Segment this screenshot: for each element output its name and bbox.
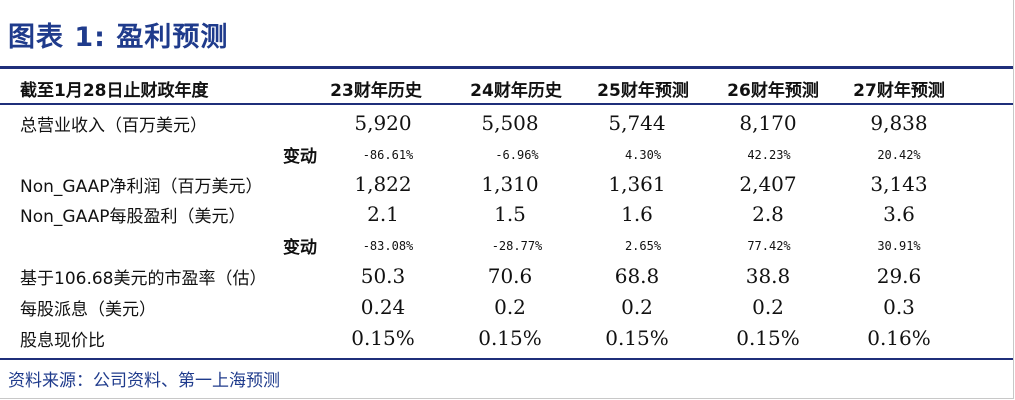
cell-fy23: 2.1 (367, 202, 399, 226)
table-top-rule (0, 66, 1013, 69)
cell-fy25: 2.65% (624, 239, 662, 253)
table-row-revenue: 总营业收入（百万美元） 5,920 5,508 5,744 8,170 9,83… (0, 111, 1013, 139)
cell-fy23: 5,920 (354, 111, 412, 135)
cell-fy25: 0.15% (605, 326, 669, 350)
cell-fy27: 30.91% (877, 239, 921, 253)
cell-fy23: -86.61% (362, 148, 414, 162)
table-row-dividend: 每股派息（美元） 0.24 0.2 0.2 0.2 0.3 (0, 295, 1013, 323)
table-row-revenue-change: 变动 -86.61% -6.96% 4.30% 42.23% 20.42% (0, 142, 1013, 170)
figure-title: 图表 1: 盈利预测 (8, 22, 229, 53)
cell-fy25: 0.2 (621, 295, 653, 319)
header-col-fy24: 24财年历史 (470, 81, 562, 101)
cell-fy26: 77.42% (747, 239, 791, 253)
table-row-eps: Non_GAAP每股盈利（美元） 2.1 1.5 1.6 2.8 3.6 (0, 202, 1013, 230)
cell-fy23: 50.3 (360, 264, 406, 288)
cell-fy24: 0.2 (494, 295, 526, 319)
header-col-fy23: 23财年历史 (330, 81, 422, 101)
row-label: 变动 (283, 238, 317, 258)
cell-fy24: 70.6 (487, 264, 533, 288)
row-label: Non_GAAP净利润（百万美元） (20, 177, 263, 197)
cell-fy23: 0.15% (351, 326, 415, 350)
header-col-fy26: 26财年预测 (727, 81, 819, 101)
cell-fy26: 0.15% (736, 326, 800, 350)
cell-fy25: 4.30% (624, 148, 662, 162)
cell-fy27: 0.3 (883, 295, 915, 319)
table-row-net-income: Non_GAAP净利润（百万美元） 1,822 1,310 1,361 2,40… (0, 172, 1013, 200)
row-label: 总营业收入（百万美元） (20, 116, 207, 136)
row-label: 每股派息（美元） (20, 300, 156, 320)
cell-fy27: 20.42% (877, 148, 921, 162)
cell-fy23: -83.08% (362, 239, 414, 253)
cell-fy25: 1.6 (621, 202, 653, 226)
table-header-rule (0, 103, 1013, 105)
cell-fy26: 2,407 (739, 172, 797, 196)
source-note: 资料来源：公司资料、第一上海预测 (8, 371, 280, 391)
cell-fy24: 5,508 (481, 111, 539, 135)
cell-fy24: 1,310 (481, 172, 539, 196)
cell-fy24: -6.96% (495, 148, 539, 162)
cell-fy25: 5,744 (608, 111, 666, 135)
header-period-label: 截至1月28日止财政年度 (20, 81, 209, 101)
cell-fy26: 0.2 (752, 295, 784, 319)
header-col-fy27: 27财年预测 (853, 81, 945, 101)
table-row-pe-ratio: 基于106.68美元的市盈率（估） 50.3 70.6 68.8 38.8 29… (0, 264, 1013, 292)
table-row-dividend-yield: 股息现价比 0.15% 0.15% 0.15% 0.15% 0.16% (0, 326, 1013, 354)
cell-fy27: 3,143 (870, 172, 928, 196)
table-row-eps-change: 变动 -83.08% -28.77% 2.65% 77.42% 30.91% (0, 233, 1013, 261)
cell-fy26: 38.8 (745, 264, 791, 288)
cell-fy27: 3.6 (883, 202, 915, 226)
row-label: Non_GAAP每股盈利（美元） (20, 207, 246, 227)
cell-fy25: 1,361 (608, 172, 666, 196)
cell-fy23: 0.24 (360, 295, 406, 319)
row-label: 股息现价比 (20, 331, 105, 351)
table-bottom-rule (0, 358, 1013, 360)
cell-fy26: 8,170 (739, 111, 797, 135)
cell-fy24: -28.77% (491, 239, 543, 253)
cell-fy27: 0.16% (867, 326, 931, 350)
cell-fy24: 1.5 (494, 202, 526, 226)
row-label: 变动 (283, 147, 317, 167)
cell-fy26: 42.23% (747, 148, 791, 162)
cell-fy27: 29.6 (876, 264, 922, 288)
cell-fy23: 1,822 (354, 172, 412, 196)
cell-fy26: 2.8 (752, 202, 784, 226)
row-label: 基于106.68美元的市盈率（估） (20, 269, 267, 289)
cell-fy24: 0.15% (478, 326, 542, 350)
header-col-fy25: 25财年预测 (597, 81, 689, 101)
cell-fy25: 68.8 (614, 264, 660, 288)
cell-fy27: 9,838 (870, 111, 928, 135)
